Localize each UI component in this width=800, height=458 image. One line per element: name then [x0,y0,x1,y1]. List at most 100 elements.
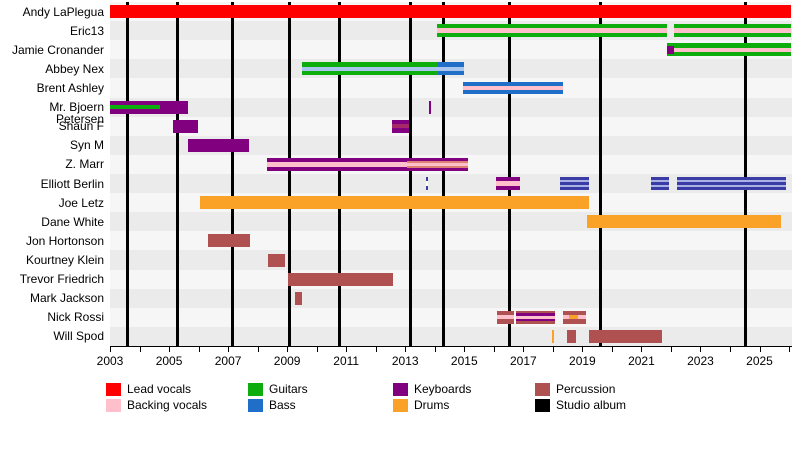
member-name-label: Shaun F [58,119,104,134]
segment-stripe-percussion [267,253,285,267]
segment-stripe-purple [428,100,431,114]
segment-stripe-orange [587,215,782,229]
member-segment-bar [437,62,464,76]
member-segment-bar [462,81,563,95]
x-axis-line [110,346,792,347]
member-segment-bar [267,253,285,267]
segment-stripe-percussion [569,310,578,316]
segment-stripe-purple [110,100,160,105]
segment-stripe-blue [437,62,464,67]
x-axis-tick [316,347,318,352]
segment-stripe-pink [674,28,791,33]
member-segment-bar [559,177,590,191]
legend-label: Drums [414,398,450,412]
member-segment-bar [495,177,520,191]
segment-stripe-purple [391,128,409,133]
x-axis-tick [641,347,643,352]
member-name-label: Elliott Berlin [40,176,104,191]
x-axis-year-label: 2015 [450,354,478,368]
studio-album-line [442,2,446,346]
member-name-label: Dane White [41,214,104,229]
member-segment-bar [577,310,587,324]
studio-album-line [126,2,130,346]
segment-stripe-lavender [677,179,787,183]
timeline-row-band [110,174,792,194]
segment-stripe-green [666,53,674,57]
legend-swatch-percussion [535,383,550,396]
segment-stripe-purple [172,119,198,133]
member-segment-bar [666,43,674,57]
segment-stripe-green [674,32,791,38]
segment-stripe-blue [462,90,563,95]
member-name-label: Brent Ashley [36,81,104,95]
x-axis-tick [169,347,171,352]
segment-stripe-lavender [651,179,670,183]
member-segment-bar [391,119,409,133]
timeline-row-band [110,326,792,346]
segment-stripe-percussion [562,310,570,316]
x-axis-tick [287,347,289,352]
x-axis-tick [434,347,436,352]
legend-swatch-purple [393,383,408,396]
member-name-label: Mark Jackson [29,291,104,306]
studio-album-line [231,2,235,346]
x-axis-tick [228,347,230,352]
segment-stripe-purple [266,166,407,171]
segment-stripe-green [301,71,438,76]
segment-stripe-indigo [651,177,670,180]
segment-stripe-purple [406,157,468,161]
member-segment-bar [187,138,249,152]
segment-stripe-indigo [559,187,590,191]
x-axis-tick [198,347,200,352]
x-axis-tick [700,347,702,352]
segment-stripe-lightblue [301,66,438,72]
segment-stripe-indigo [677,177,787,180]
legend-swatch-black [535,399,550,412]
member-segment-bar [426,177,429,191]
segment-stripe-percussion [577,319,587,324]
segment-stripe-indigo [559,182,590,185]
segment-stripe-magenta [391,124,409,129]
segment-stripe-blue [437,71,464,76]
segment-stripe-percussion [515,310,555,314]
legend-swatch-blue [248,399,263,412]
x-axis-year-label: 2023 [687,354,714,368]
segment-stripe-green [436,24,668,29]
legend-swatch-orange [393,399,408,412]
segment-stripe-indigo [426,185,429,191]
member-name-label: Abbey Nex [45,61,104,76]
segment-stripe-purple [515,318,555,322]
x-axis-year-label: 2013 [391,354,419,368]
timeline-row-band [110,307,792,327]
x-axis-year-label: 2017 [509,354,537,368]
member-name-label: Mr. Bjoern Petersen [49,100,104,127]
x-axis-tick [552,347,554,352]
segment-stripe-indigo [559,177,590,180]
segment-stripe-percussion [566,329,577,343]
legend-label: Bass [269,398,296,412]
x-axis-tick [464,347,466,352]
segment-stripe-percussion [577,310,587,316]
segment-stripe-percussion [589,329,663,343]
member-segment-bar [266,157,407,171]
segment-stripe-purple [666,48,674,52]
segment-stripe-purple [266,157,407,163]
segment-stripe-pink [495,181,520,186]
legend-label: Guitars [269,382,308,396]
member-name-label: Will Spod [53,329,104,344]
segment-stripe-purple [495,185,520,191]
studio-album-line [175,2,179,346]
member-segment-bar [677,177,787,191]
member-segment-bar [294,291,302,305]
segment-stripe-lightblue [437,66,464,72]
x-axis-tick [582,347,584,352]
legend-label: Lead vocals [127,382,192,396]
segment-stripe-salmon [406,165,468,169]
timeline-row-band [110,135,792,155]
segment-stripe-purple [495,177,520,182]
member-name-label: Syn M [69,138,104,153]
x-axis-year-label: 2019 [569,354,596,368]
segment-stripe-purple [666,51,674,54]
segment-stripe-lavender [651,184,670,188]
member-segment-bar [208,234,250,248]
